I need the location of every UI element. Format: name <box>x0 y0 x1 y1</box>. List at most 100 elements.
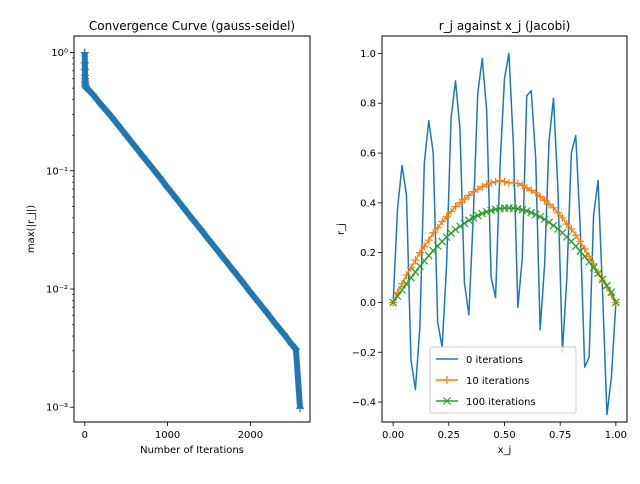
series-2-point <box>536 212 545 221</box>
jacobi-y-axis-label: r_j <box>336 223 347 235</box>
series-2-point <box>522 207 531 215</box>
y-tick-label: 0.8 <box>360 99 376 110</box>
series-0-point <box>291 345 300 354</box>
jacobi-residual-chart: 0.00 0.25 0.50 0.75 1.00 −0.4 −0.2 0.0 0.2 0.4 0.6… <box>336 19 628 456</box>
series-1-point <box>433 223 442 232</box>
series-2-point <box>473 211 482 220</box>
series-2-point <box>527 208 536 217</box>
series-1-point <box>411 256 420 265</box>
jacobi-axis-ticks: 0.00 0.25 0.50 0.75 1.00 −0.4 −0.2 0.0 0.2 0.4 0.6… <box>352 49 627 441</box>
series-1-point <box>406 263 415 272</box>
series-1-point <box>398 279 407 288</box>
series-0-point <box>138 152 147 161</box>
series-1-point <box>451 202 460 211</box>
series-2-point <box>407 273 415 282</box>
series-1-point <box>513 179 522 188</box>
series-2-point <box>389 298 398 307</box>
series-2-point <box>402 279 411 288</box>
x-tick-label: 0 <box>82 430 88 441</box>
series-1-point <box>438 217 447 226</box>
y-tick-label: 0.6 <box>360 149 376 160</box>
legend-label-10-iterations: 10 iterations <box>466 376 529 387</box>
convergence-plot-frame <box>73 35 311 423</box>
convergence-chart: 0 1000 2000 10⁻³ 10⁻² 10⁻¹ 10⁰ Convergence Cur… <box>26 19 311 456</box>
series-2-point <box>464 216 473 225</box>
x-tick-label: 1.00 <box>605 430 627 441</box>
convergence-series-group <box>80 48 305 413</box>
convergence-axis-ticks: 0 1000 2000 10⁻³ 10⁻² 10⁻¹ 10⁰ <box>46 48 263 441</box>
series-2-point <box>585 257 594 266</box>
x-tick-label: 0.75 <box>549 430 571 441</box>
legend-entry-2: 100 iterations <box>436 397 536 408</box>
jacobi-chart-title: r_j against x_j (Jacobi) <box>439 19 571 33</box>
series-1-point <box>420 242 429 251</box>
series-1-point <box>585 252 594 261</box>
y-tick-label: 10⁻³ <box>46 403 68 414</box>
series-1-point <box>447 207 456 216</box>
x-tick-label: 0.50 <box>493 430 515 441</box>
series-2-point <box>607 288 616 296</box>
series-0-point <box>163 183 172 192</box>
series-1-point <box>567 225 576 233</box>
series-0-point <box>80 58 89 67</box>
series-1-point <box>576 237 585 246</box>
series-1-point <box>460 195 469 204</box>
series-0-point <box>279 329 288 338</box>
series-0-point <box>188 215 197 224</box>
legend-marker-1 <box>443 376 451 384</box>
series-2-point <box>594 269 602 278</box>
legend-entry-0: 0 iterations <box>436 355 523 366</box>
y-tick-label: 10⁻¹ <box>46 166 68 177</box>
series-1-point <box>487 178 496 187</box>
series-1-point <box>482 180 491 189</box>
y-tick-label: 0.0 <box>360 298 376 309</box>
series-2-point <box>469 213 478 222</box>
series-0-point <box>147 162 156 171</box>
series-1-point <box>549 203 558 212</box>
jacobi-x-axis-label: x_j <box>498 445 512 456</box>
series-0-point <box>196 225 205 234</box>
series-2-point <box>451 225 460 234</box>
series-0-point <box>84 86 93 95</box>
convergence-x-axis-label: Number of Iterations <box>140 445 244 456</box>
series-1-point <box>500 177 509 186</box>
series-0-point <box>262 308 271 317</box>
series-0-point <box>213 246 222 255</box>
y-tick-label: −0.4 <box>352 398 376 409</box>
series-0-point <box>130 141 139 150</box>
series-0-point <box>287 340 296 349</box>
series-1-point <box>545 200 554 209</box>
series-1-point <box>491 177 500 186</box>
y-tick-label: 0.4 <box>360 198 376 209</box>
series-1-point <box>469 187 478 196</box>
series-2-point <box>545 218 553 227</box>
series-1-point <box>562 220 571 229</box>
series-0 <box>80 48 305 413</box>
legend-entry-1: 10 iterations <box>436 376 529 387</box>
series-1-point <box>540 196 549 205</box>
series-2-point <box>415 262 424 271</box>
series-2-point <box>478 209 487 218</box>
series-0-point <box>122 131 131 140</box>
x-tick-label: 0.25 <box>438 430 460 441</box>
series-1-point <box>429 228 438 237</box>
series-2-point <box>603 281 611 290</box>
series-0-point <box>171 193 180 202</box>
series-1-point <box>402 271 411 280</box>
series-1-point <box>478 182 487 191</box>
series-0-point <box>80 48 89 57</box>
series-1-point <box>455 198 464 207</box>
jacobi-legend: 0 iterations 10 iterations 100 iteration… <box>429 346 577 414</box>
series-2-point <box>482 207 491 216</box>
series-0-point <box>229 266 238 275</box>
x-tick-label: 2000 <box>238 430 263 441</box>
series-0-line <box>392 52 617 416</box>
series-2 <box>389 204 620 307</box>
series-1-point <box>496 176 505 185</box>
series-2-point <box>540 215 549 224</box>
x-tick-label: 0.00 <box>382 430 404 441</box>
y-tick-label: 10⁰ <box>51 48 68 59</box>
series-0-point <box>271 319 280 328</box>
series-0-point <box>254 298 263 307</box>
